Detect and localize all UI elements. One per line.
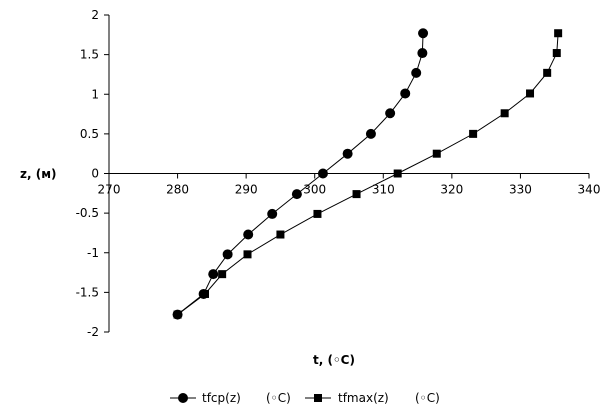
y-tick-label: 2 bbox=[91, 8, 99, 22]
data-point-circle bbox=[411, 67, 422, 78]
data-point-square bbox=[469, 129, 478, 138]
data-point-square bbox=[276, 230, 285, 239]
data-point-circle bbox=[365, 128, 376, 139]
x-tick-label: 300 bbox=[303, 183, 326, 197]
data-point-circle bbox=[243, 229, 254, 240]
legend: tfcp(z) (◦C) tfmax(z) (◦C) bbox=[170, 391, 440, 405]
legend-item-1: tfmax(z) (◦C) bbox=[305, 391, 440, 405]
legend-item-0: tfcp(z) (◦C) bbox=[170, 391, 291, 405]
data-point-square bbox=[393, 169, 402, 178]
x-tick-label: 310 bbox=[372, 183, 395, 197]
series-1 bbox=[173, 29, 563, 319]
legend-unit: (◦C) bbox=[266, 391, 291, 405]
y-tick-label: 0.5 bbox=[80, 127, 99, 141]
data-point-square bbox=[554, 29, 563, 38]
data-point-square bbox=[432, 149, 441, 158]
y-tick-label: -0.5 bbox=[76, 206, 99, 220]
x-axis-title: t, (◦C) bbox=[313, 353, 355, 367]
data-point-square bbox=[500, 109, 509, 118]
data-point-square bbox=[352, 190, 361, 199]
y-tick-label: -1.5 bbox=[76, 285, 99, 299]
y-tick-label: -2 bbox=[87, 325, 99, 339]
y-tick-label: 0 bbox=[91, 167, 99, 181]
y-axis-title: z, (м) bbox=[20, 167, 57, 181]
series-layer bbox=[172, 28, 563, 320]
x-tick-label: 290 bbox=[235, 183, 258, 197]
data-point-circle bbox=[417, 48, 428, 59]
y-tick-label: -1 bbox=[87, 246, 99, 260]
legend-unit: (◦C) bbox=[415, 391, 440, 405]
data-point-square bbox=[218, 270, 227, 279]
data-point-circle bbox=[208, 269, 219, 280]
x-tick-label: 320 bbox=[440, 183, 463, 197]
x-tick-label: 280 bbox=[166, 183, 189, 197]
data-point-circle bbox=[385, 108, 396, 119]
data-point-circle bbox=[418, 28, 429, 39]
x-tick-label: 340 bbox=[578, 183, 601, 197]
data-point-square bbox=[543, 68, 552, 77]
data-point-square bbox=[552, 49, 561, 58]
data-point-circle bbox=[267, 208, 278, 219]
data-point-circle bbox=[222, 249, 233, 260]
data-point-square bbox=[243, 250, 252, 259]
x-tick-label: 330 bbox=[509, 183, 532, 197]
data-point-square bbox=[173, 310, 182, 319]
data-point-square bbox=[201, 289, 209, 298]
data-point-square bbox=[526, 89, 535, 98]
legend-marker-circle bbox=[178, 393, 188, 403]
legend-label: tfmax(z) bbox=[338, 391, 389, 405]
y-tick-label: 1.5 bbox=[80, 48, 99, 62]
legend-label: tfcp(z) bbox=[202, 391, 241, 405]
data-point-circle bbox=[342, 148, 353, 159]
axes: 2 1.5 1 0.5 0 -0.5 -1 -1.5 -2 270 280 290 300 310 320 3… bbox=[76, 8, 601, 339]
data-point-square bbox=[313, 209, 322, 218]
y-tick-label: 1 bbox=[91, 87, 99, 101]
data-point-circle bbox=[317, 168, 328, 179]
data-point-circle bbox=[400, 88, 411, 99]
data-point-circle bbox=[291, 189, 302, 200]
x-tick-label: 270 bbox=[98, 183, 121, 197]
legend-marker-square bbox=[314, 394, 322, 402]
